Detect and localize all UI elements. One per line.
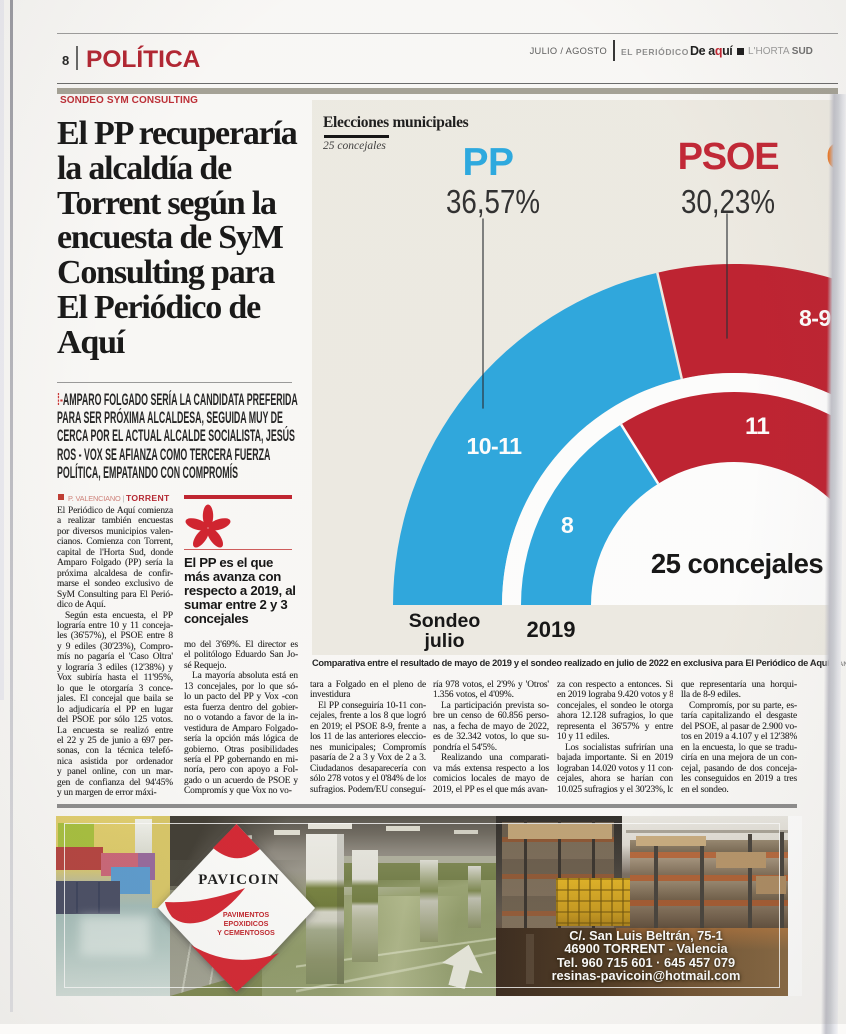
svg-text:Y CEMENTOSOS: Y CEMENTOSOS [217,928,275,937]
svg-text:PAVICOIN: PAVICOIN [198,872,279,888]
svg-text:PAVIMENTOS: PAVIMENTOS [223,910,270,919]
svg-text:EPOXIDICOS: EPOXIDICOS [224,919,269,928]
